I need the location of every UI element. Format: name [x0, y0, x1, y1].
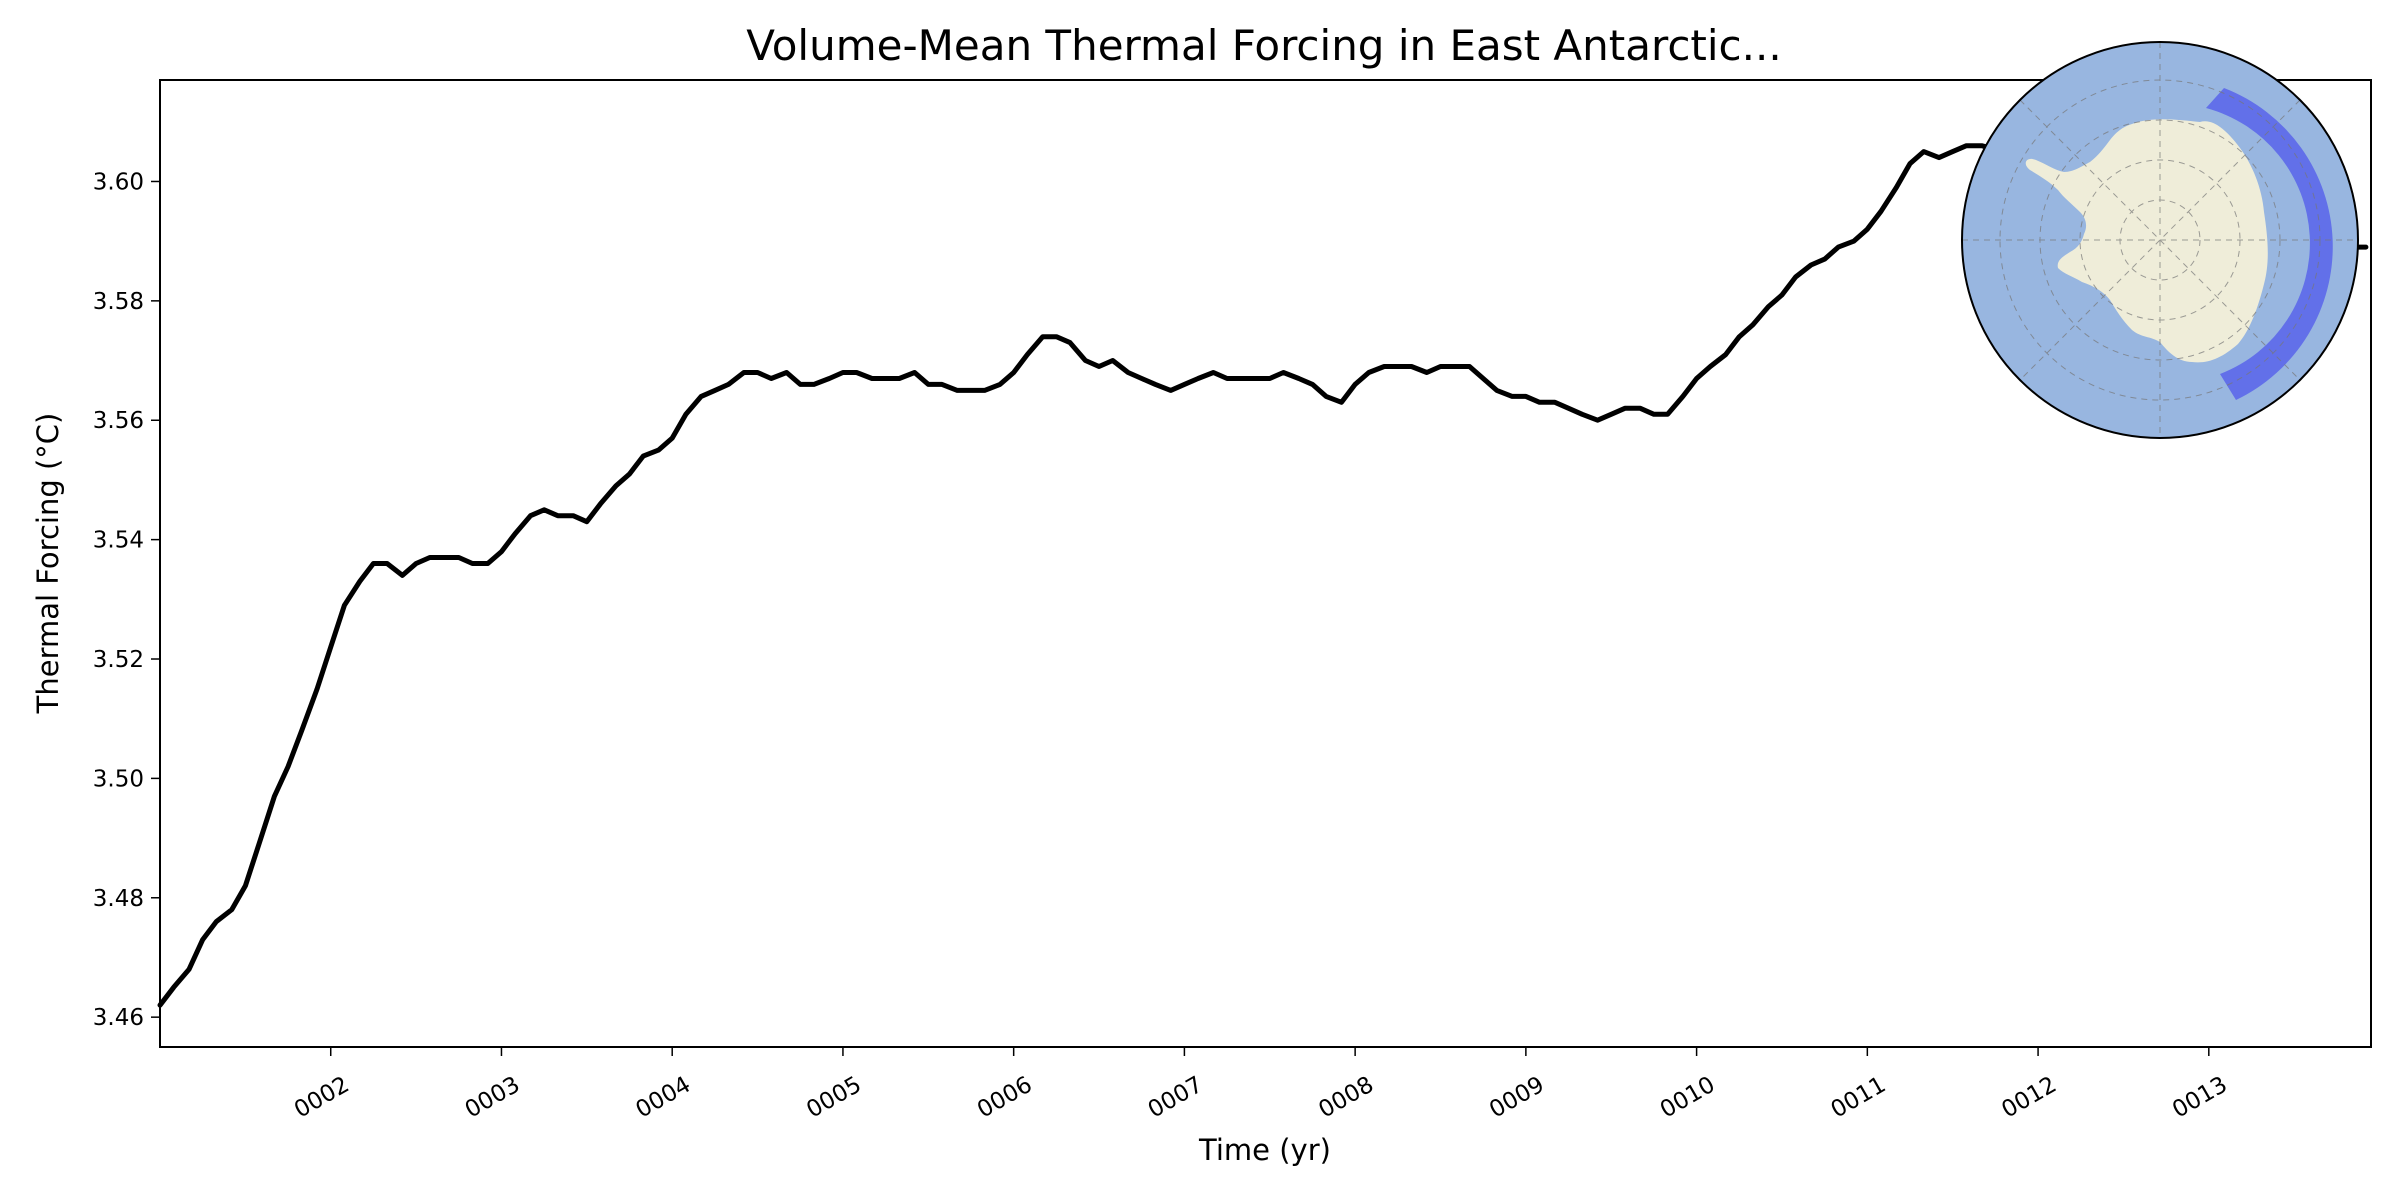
- y-axis: 3.46 3.48 3.50 3.52 3.54 3.56 3.58 3.60: [93, 169, 160, 1031]
- x-axis-label: Time (yr): [1198, 1133, 1331, 1167]
- y-tick-label: 3.54: [93, 528, 144, 554]
- x-tick-label: 0010: [1656, 1072, 1720, 1124]
- x-tick-label: 0008: [1314, 1072, 1378, 1124]
- x-axis: 0002 0003 0004 0005 0006 0007 0008 0009 0010 0011…: [290, 1047, 2232, 1123]
- y-tick-label: 3.50: [93, 766, 144, 792]
- axes-frame: [159, 79, 2372, 1048]
- y-tick-label: 3.46: [93, 1005, 144, 1031]
- y-axis-label: Thermal Forcing (°C): [31, 413, 65, 715]
- y-tick-label: 3.52: [93, 647, 144, 673]
- x-tick-label: 0013: [2168, 1072, 2232, 1124]
- y-tick-label: 3.58: [93, 289, 144, 315]
- y-tick-label: 3.56: [93, 408, 144, 434]
- series-line: [157, 143, 2369, 1008]
- chart-title: Volume-Mean Thermal Forcing in East Anta…: [746, 21, 1781, 70]
- x-tick-label: 0003: [461, 1072, 525, 1124]
- x-tick-label: 0007: [1144, 1072, 1208, 1124]
- y-tick-label: 3.60: [93, 169, 144, 195]
- x-tick-label: 0011: [1827, 1072, 1891, 1124]
- x-tick-label: 0006: [973, 1072, 1037, 1124]
- x-tick-label: 0004: [631, 1072, 695, 1124]
- inset-region-highlight: [2206, 88, 2333, 400]
- inset-graticule: [1962, 42, 2358, 438]
- inset-border: [1961, 41, 2359, 439]
- series-line-group: [157, 143, 2369, 1008]
- antarctica-inset-map: [1961, 41, 2359, 439]
- x-tick-label: 0009: [1485, 1072, 1549, 1124]
- x-tick-label: 0012: [1997, 1072, 2061, 1124]
- y-tick-label: 3.48: [93, 886, 144, 912]
- inset-antarctica-land: [2025, 119, 2268, 363]
- x-tick-label: 0005: [802, 1072, 866, 1124]
- x-tick-label: 0002: [290, 1072, 354, 1124]
